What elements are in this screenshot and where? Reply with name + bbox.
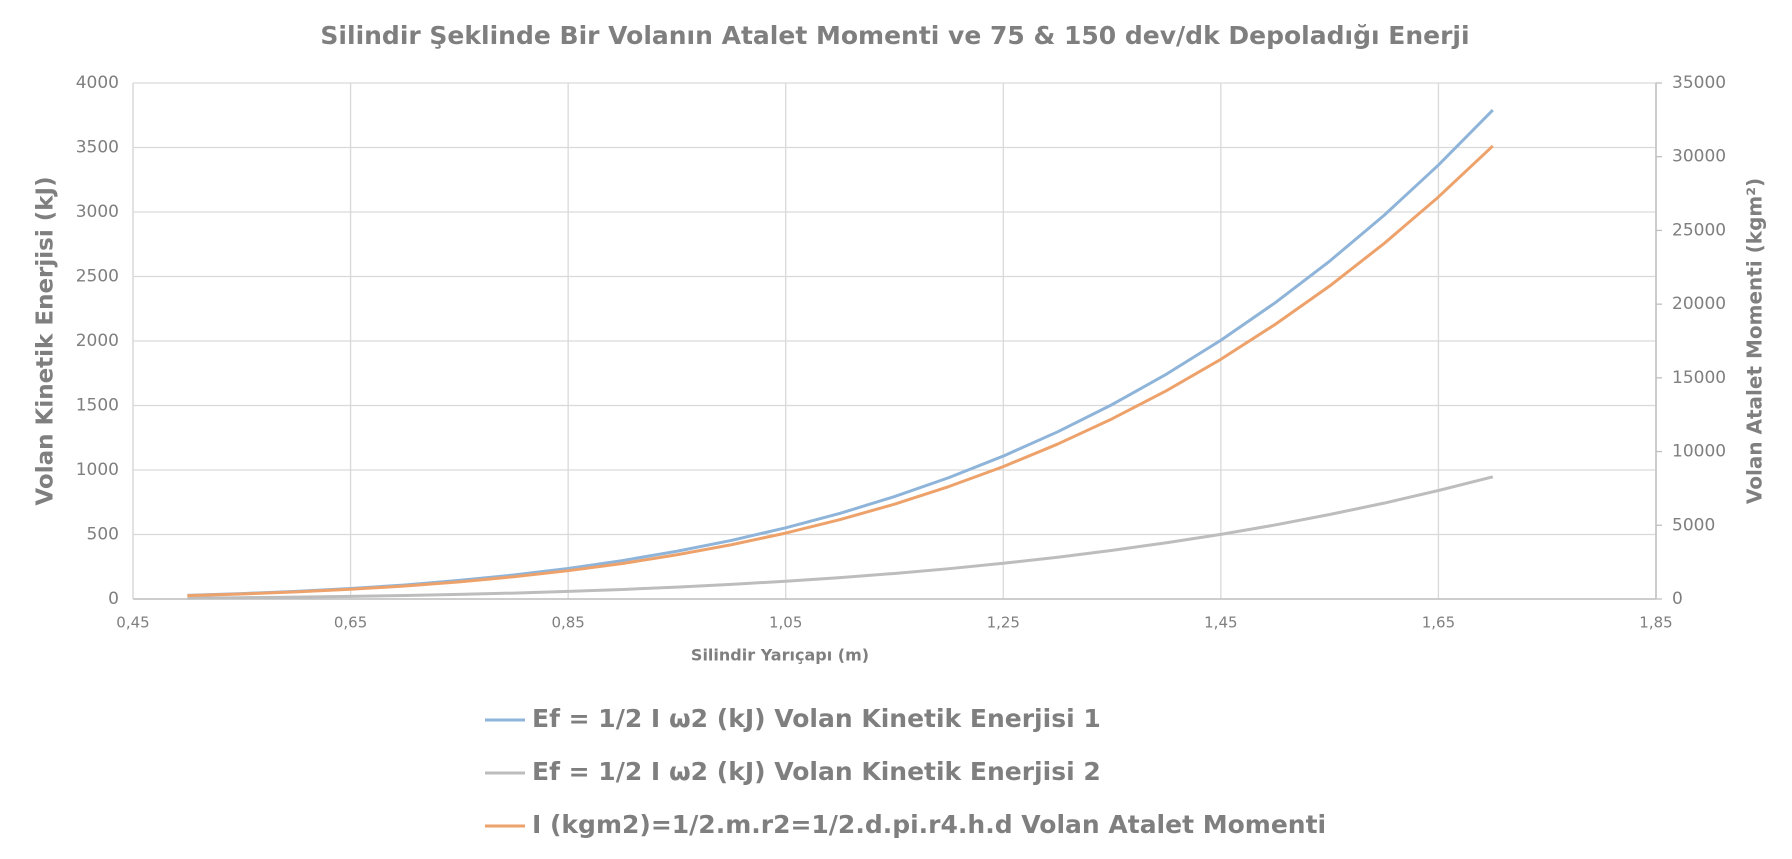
- series-line: [187, 109, 1494, 597]
- y2-tick-label: 15000: [1672, 368, 1726, 388]
- y-tick-label: 2500: [76, 267, 119, 287]
- y2-tick-label: 20000: [1672, 294, 1726, 314]
- y-tick-label: 1500: [76, 396, 119, 416]
- y-tick-label: 3500: [76, 138, 119, 158]
- y-tick-label: 3000: [76, 202, 119, 222]
- y2-tick-label: 35000: [1672, 73, 1726, 93]
- x-tick-label: 1,25: [987, 614, 1020, 632]
- x-tick-label: 0,65: [334, 614, 367, 632]
- x-tick-label: 0,85: [551, 614, 584, 632]
- y2-tick-label: 30000: [1672, 147, 1726, 167]
- y-tick-label: 1000: [76, 460, 119, 480]
- y-tick-label: 2000: [76, 331, 119, 351]
- x-tick-label: 1,05: [769, 614, 802, 632]
- legend-label: Ef = 1/2 I ω2 (kJ) Volan Kinetik Enerjis…: [532, 704, 1101, 733]
- y-tick-label: 500: [87, 525, 119, 545]
- x-tick-label: 0,45: [116, 614, 149, 632]
- series-line: [187, 475, 1494, 600]
- y2-tick-label: 10000: [1672, 442, 1726, 462]
- chart-title: Silindir Şeklinde Bir Volanın Atalet Mom…: [320, 21, 1469, 50]
- y2-tick-label: 0: [1672, 589, 1683, 609]
- legend-label: I (kgm2)=1/2.m.r2=1/2.d.pi.r4.h.d Volan …: [532, 810, 1326, 839]
- y-axis-title: Volan Kinetik Enerjisi (kJ): [33, 176, 59, 505]
- x-tick-label: 1,65: [1422, 614, 1455, 632]
- x-tick-label: 1,45: [1204, 614, 1237, 632]
- y-tick-label: 0: [108, 589, 119, 609]
- y-tick-label: 4000: [76, 73, 119, 93]
- x-tick-label: 1,85: [1639, 614, 1672, 632]
- y2-tick-label: 25000: [1672, 220, 1726, 240]
- legend-label: Ef = 1/2 I ω2 (kJ) Volan Kinetik Enerjis…: [532, 757, 1101, 786]
- series-line: [187, 144, 1494, 598]
- y2-axis-title: Volan Atalet Momenti (kgm²): [1743, 178, 1767, 504]
- y2-tick-label: 5000: [1672, 515, 1715, 535]
- x-axis-title: Silindir Yarıçapı (m): [691, 646, 869, 665]
